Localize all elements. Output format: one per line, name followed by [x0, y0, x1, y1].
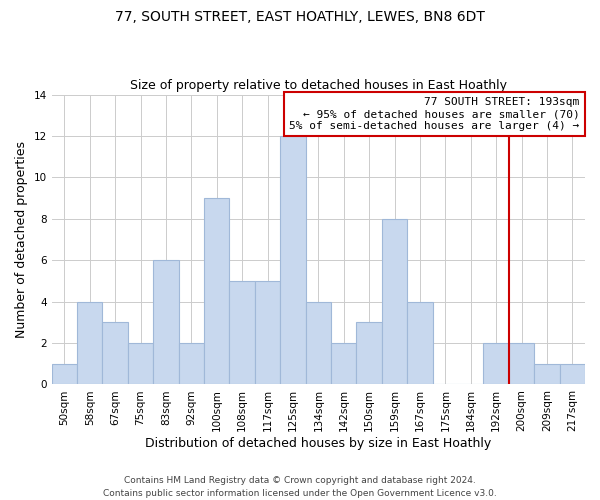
Bar [103, 322, 128, 384]
Bar [331, 343, 356, 384]
Text: 77, SOUTH STREET, EAST HOATHLY, LEWES, BN8 6DT: 77, SOUTH STREET, EAST HOATHLY, LEWES, B… [115, 10, 485, 24]
Bar [509, 343, 534, 384]
X-axis label: Distribution of detached houses by size in East Hoathly: Distribution of detached houses by size … [145, 437, 491, 450]
Bar [204, 198, 229, 384]
Bar [382, 219, 407, 384]
Bar [560, 364, 585, 384]
Bar [229, 281, 255, 384]
Bar [255, 281, 280, 384]
Title: Size of property relative to detached houses in East Hoathly: Size of property relative to detached ho… [130, 79, 507, 92]
Y-axis label: Number of detached properties: Number of detached properties [15, 141, 28, 338]
Bar [534, 364, 560, 384]
Text: 77 SOUTH STREET: 193sqm
← 95% of detached houses are smaller (70)
5% of semi-det: 77 SOUTH STREET: 193sqm ← 95% of detache… [289, 98, 580, 130]
Bar [356, 322, 382, 384]
Bar [305, 302, 331, 384]
Bar [407, 302, 433, 384]
Bar [52, 364, 77, 384]
Bar [77, 302, 103, 384]
Bar [179, 343, 204, 384]
Bar [153, 260, 179, 384]
Bar [128, 343, 153, 384]
Bar [280, 136, 305, 384]
Bar [484, 343, 509, 384]
Text: Contains HM Land Registry data © Crown copyright and database right 2024.
Contai: Contains HM Land Registry data © Crown c… [103, 476, 497, 498]
